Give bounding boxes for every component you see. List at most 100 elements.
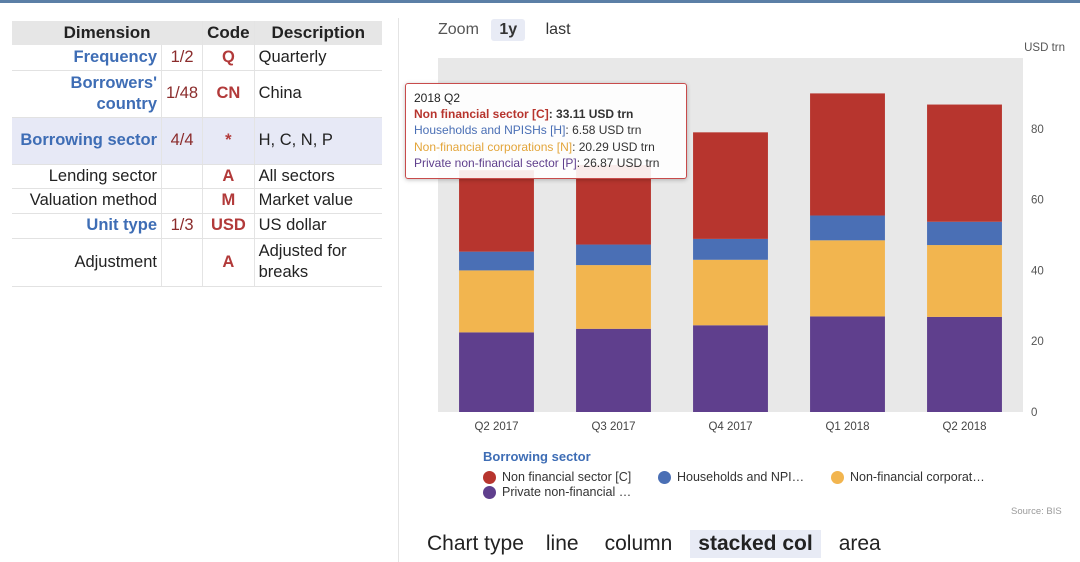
stacked-column-chart: Q2 2017 Q3 2017 Q4 2017 Q1 2018 Q2 2018 0 20 40… [438,42,1065,433]
zoom-last-button[interactable]: last [545,21,571,38]
chart-tooltip: 2018 Q2 Non financial sector [C]: 33.11 … [405,83,687,179]
legend-label: Households and NPI… [677,470,805,484]
legend-marker [483,485,496,499]
row-fraction: 4/4 [160,117,203,165]
tooltip-title: 2018 Q2 [414,91,461,105]
header-description: Description [253,21,382,45]
tooltip-line-c: Non financial sector [C]: 33.11 USD trn [414,107,634,122]
legend-label: Private non-financial … [502,485,632,499]
x-tick-label: Q1 2018 [825,421,869,433]
dimension-link-frequency[interactable]: Frequency [73,47,157,66]
row-description: US dollar [253,213,382,239]
row-description: H, C, N, P [253,117,382,165]
row-description: China [253,70,382,118]
row-description: Market value [253,188,382,214]
chart-type-column-button[interactable]: column [604,532,673,555]
legend-label: Non financial sector [C] [502,470,632,484]
row-fraction: 1/2 [160,45,203,71]
y-tick-label: 20 [1031,336,1044,348]
x-tick-label: Q4 2017 [708,421,752,433]
bar-segment-non-financial-corporations-n[interactable] [693,259,768,326]
dimension-link-borrowers-country[interactable]: Borrowers' country [70,73,157,113]
bar-segment-private-non-financial-sector-p[interactable] [576,328,651,412]
legend-item-households[interactable]: Households and NPI… [658,470,804,484]
bar-segment-non-financial-sector-c[interactable] [927,104,1002,222]
row-description: Quarterly [253,45,382,71]
bar-segment-households-and-npishs-h[interactable] [810,215,885,241]
row-code: CN [202,70,255,118]
y-axis-unit: USD trn [1024,42,1065,54]
legend-marker [483,470,496,484]
y-tick-label: 0 [1031,407,1037,419]
table-row: Borrowing sector 4/4 * H, C, N, P [12,117,382,165]
tooltip-line-h: Households and NPISHs [H]: 6.58 USD trn [414,123,642,138]
row-code: M [202,188,255,214]
bar-segment-non-financial-corporations-n[interactable] [927,245,1002,317]
table-row: Lending sector A All sectors [12,164,382,189]
bar-segment-households-and-npishs-h[interactable] [459,251,534,271]
row-fraction [160,238,203,287]
row-description: Adjusted for breaks [253,238,382,287]
tooltip-line-p: Private non-financial sector [P]: 26.87 … [414,155,660,170]
table-row: Unit type 1/3 USD US dollar [12,213,382,239]
row-code: USD [202,213,255,239]
y-tick-label: 80 [1031,124,1044,136]
bar-segment-households-and-npishs-h[interactable] [576,244,651,266]
row-dimension: Adjustment [12,238,162,287]
legend-item-private-non-financial[interactable]: Private non-financial … [483,485,631,499]
zoom-1y-button[interactable]: 1y [491,19,526,41]
dimension-link-borrowing-sector[interactable]: Borrowing sector [20,131,157,149]
table-row: Adjustment A Adjusted for breaks [12,238,382,287]
table-row: Frequency 1/2 Q Quarterly [12,45,382,71]
legend-marker [658,470,671,484]
chart-type-label: Chart type [427,532,524,555]
dimension-table: Dimension Code Description Frequency 1/2… [12,21,382,287]
row-fraction: 1/48 [160,70,203,118]
row-code: A [202,164,255,189]
bar-segment-non-financial-sector-c[interactable] [459,170,534,252]
row-dimension: Valuation method [12,188,162,214]
x-tick-label: Q3 2017 [591,421,635,433]
row-dimension: Lending sector [12,164,162,189]
y-tick-label: 60 [1031,195,1044,207]
chart-type-area-button[interactable]: area [838,532,881,555]
legend-item-non-financial-corporations[interactable]: Non-financial corporat… [831,470,985,484]
chart-type-selector: Chart type line column stacked col area [427,530,899,558]
bar-segment-private-non-financial-sector-p[interactable] [459,332,534,412]
bar-segment-private-non-financial-sector-p[interactable] [927,316,1002,412]
bar-segment-private-non-financial-sector-p[interactable] [810,316,885,412]
panel-divider [398,18,399,562]
chart-type-line-button[interactable]: line [545,532,579,555]
row-fraction: 1/3 [160,213,203,239]
bar-segment-non-financial-sector-c[interactable] [810,93,885,216]
chart-type-stacked-col-button[interactable]: stacked col [690,530,821,558]
table-header-row: Dimension Code Description [12,21,382,45]
header-dimension: Dimension [12,21,203,45]
bar-segment-non-financial-corporations-n[interactable] [810,240,885,317]
legend-label: Non-financial corporat… [850,470,985,484]
row-code: Q [202,45,255,71]
y-tick-label: 40 [1031,265,1044,277]
top-rule [0,0,1080,3]
bar-segment-private-non-financial-sector-p[interactable] [693,325,768,412]
zoom-controls: Zoom 1y last [438,19,587,41]
row-code: A [202,238,255,287]
bar-segment-non-financial-corporations-n[interactable] [576,265,651,329]
zoom-label: Zoom [438,21,479,38]
x-tick-label: Q2 2018 [942,421,986,433]
row-fraction [160,164,203,189]
bar-segment-households-and-npishs-h[interactable] [927,221,1002,246]
header-code: Code [202,21,255,45]
bar-segment-non-financial-corporations-n[interactable] [459,270,534,333]
legend-title: Borrowing sector [483,449,591,464]
legend-item-non-financial-sector[interactable]: Non financial sector [C] [483,470,631,484]
bar-segment-households-and-npishs-h[interactable] [693,238,768,260]
row-description: All sectors [253,164,382,189]
tooltip-line-n: Non-financial corporations [N]: 20.29 US… [414,139,655,154]
row-code: * [202,117,255,165]
bar-segment-non-financial-sector-c[interactable] [693,132,768,239]
row-fraction [160,188,203,214]
dimension-link-unit-type[interactable]: Unit type [86,216,157,234]
x-tick-label: Q2 2017 [474,421,518,433]
legend-marker [831,470,844,484]
